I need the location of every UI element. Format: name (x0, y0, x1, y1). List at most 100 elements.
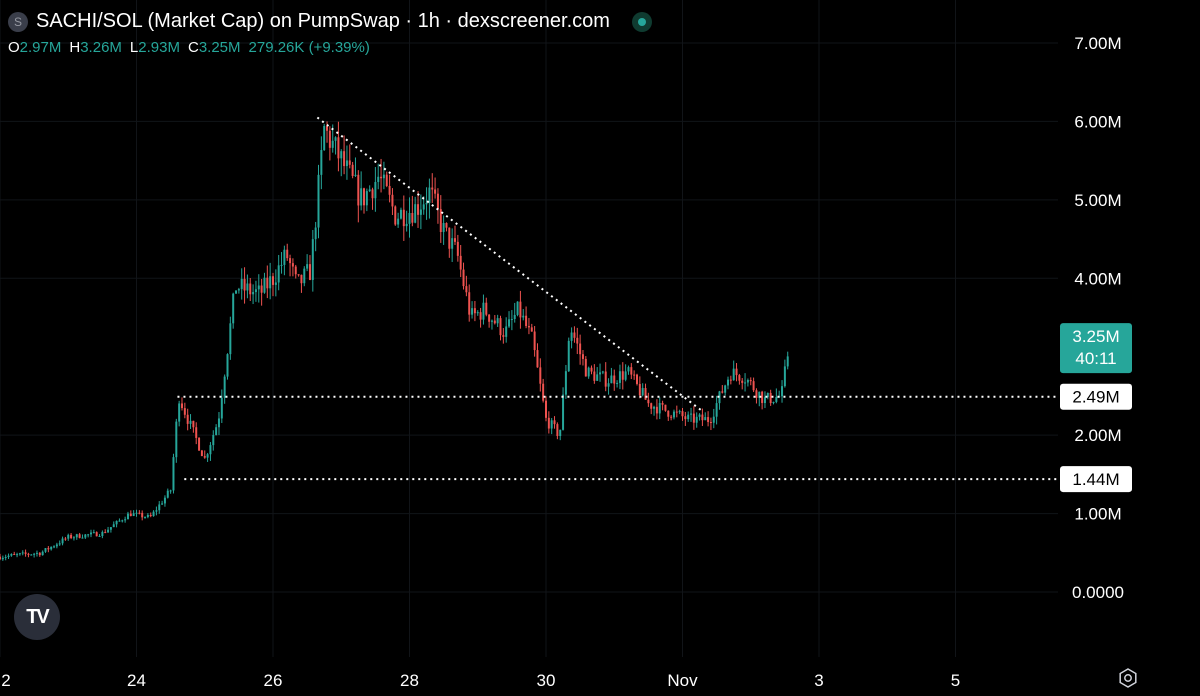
candle-body (345, 160, 348, 167)
chart-header: S SACHI/SOL (Market Cap) on PumpSwap · 1… (8, 10, 652, 56)
candle-body (195, 427, 198, 438)
candle-body (525, 315, 528, 326)
candle-body (414, 204, 417, 223)
candle-body (451, 238, 454, 249)
level-label: 1.44M (1072, 470, 1119, 489)
candle-body (24, 552, 27, 554)
candle-body (44, 548, 47, 552)
candle-body (755, 390, 758, 398)
candle-body (189, 420, 192, 424)
candle-body (360, 188, 363, 206)
candle-body (508, 319, 511, 327)
candle-body (1, 557, 4, 560)
candle-body (601, 371, 604, 373)
candle-body (516, 301, 519, 315)
candle-body (306, 264, 309, 269)
candle-body (340, 151, 343, 159)
y-tick-label: 1.00M (1074, 505, 1121, 524)
candle-body (33, 553, 36, 555)
candle-body (217, 418, 220, 428)
candle-body (547, 417, 550, 429)
candle-body (35, 552, 38, 554)
candle-body (138, 512, 141, 514)
candle-body (769, 392, 772, 404)
candle-body (519, 301, 522, 318)
candle-body (459, 255, 462, 270)
candle-body (391, 194, 394, 207)
candle-body (488, 314, 491, 322)
candle-body (235, 290, 238, 294)
candle-body (240, 278, 243, 290)
candle-body (365, 191, 368, 206)
candle-body (323, 126, 326, 151)
candle-body (556, 424, 559, 436)
candle-body (732, 368, 735, 381)
candle-body (303, 268, 306, 284)
y-tick-label: 2.00M (1074, 426, 1121, 445)
candle-body (300, 274, 303, 284)
candle-body (579, 343, 582, 355)
candle-body (53, 546, 56, 548)
candle-body (738, 375, 741, 381)
candle-body (149, 514, 152, 517)
candle-body (104, 531, 107, 533)
candle-body (735, 368, 738, 376)
candle-body (698, 414, 701, 417)
candle-body (527, 325, 530, 328)
candle-body (382, 174, 385, 179)
candle-body (215, 427, 218, 436)
candle-body (126, 513, 129, 520)
candle-body (672, 411, 675, 418)
candle-body (269, 276, 272, 289)
candle-body (252, 292, 255, 295)
candle-body (84, 534, 87, 538)
candle-body (448, 227, 451, 249)
candle-body (229, 323, 232, 355)
candle-body (112, 524, 115, 528)
candle-body (781, 386, 784, 397)
y-tick-label: 0.0000 (1072, 583, 1124, 602)
candle-body (422, 204, 425, 210)
candle-body (311, 239, 314, 280)
candle-body (596, 374, 599, 381)
candle-body (772, 401, 775, 404)
candle-body (599, 372, 602, 375)
candle-body (763, 397, 766, 404)
candle-body (559, 429, 562, 436)
candle-body (343, 151, 346, 167)
candle-body (0, 556, 1, 560)
candle-body (198, 437, 201, 451)
candle-body (107, 529, 110, 533)
level-label: 2.49M (1072, 388, 1119, 407)
candle-body (749, 379, 752, 382)
candle-body (616, 382, 619, 384)
candle-body (419, 209, 422, 215)
settings-gear-icon[interactable] (1118, 668, 1138, 688)
candle-body (744, 382, 747, 384)
candle-body (431, 187, 434, 190)
candle-body (567, 340, 570, 372)
candle-body (675, 411, 678, 413)
candle-body (146, 514, 149, 518)
candle-body (650, 403, 653, 409)
candle-body (690, 413, 693, 415)
candle-body (254, 289, 257, 293)
candle-body (664, 404, 667, 411)
candle-body (687, 414, 690, 420)
open-value: 2.97M (19, 39, 62, 56)
change-value: 279.26K (+9.39%) (248, 39, 370, 56)
candle-body (363, 188, 365, 206)
candle-body (533, 331, 536, 351)
candle-body (200, 450, 203, 457)
candle-body (607, 383, 610, 387)
candle-body (371, 189, 374, 199)
candle-body (181, 403, 183, 409)
tradingview-logo[interactable]: TV (14, 594, 60, 640)
token-symbol-icon[interactable]: S (8, 11, 28, 32)
candle-body (425, 202, 428, 205)
y-tick-label: 4.00M (1074, 269, 1121, 288)
candle-body (707, 417, 710, 422)
candle-body (226, 354, 229, 377)
